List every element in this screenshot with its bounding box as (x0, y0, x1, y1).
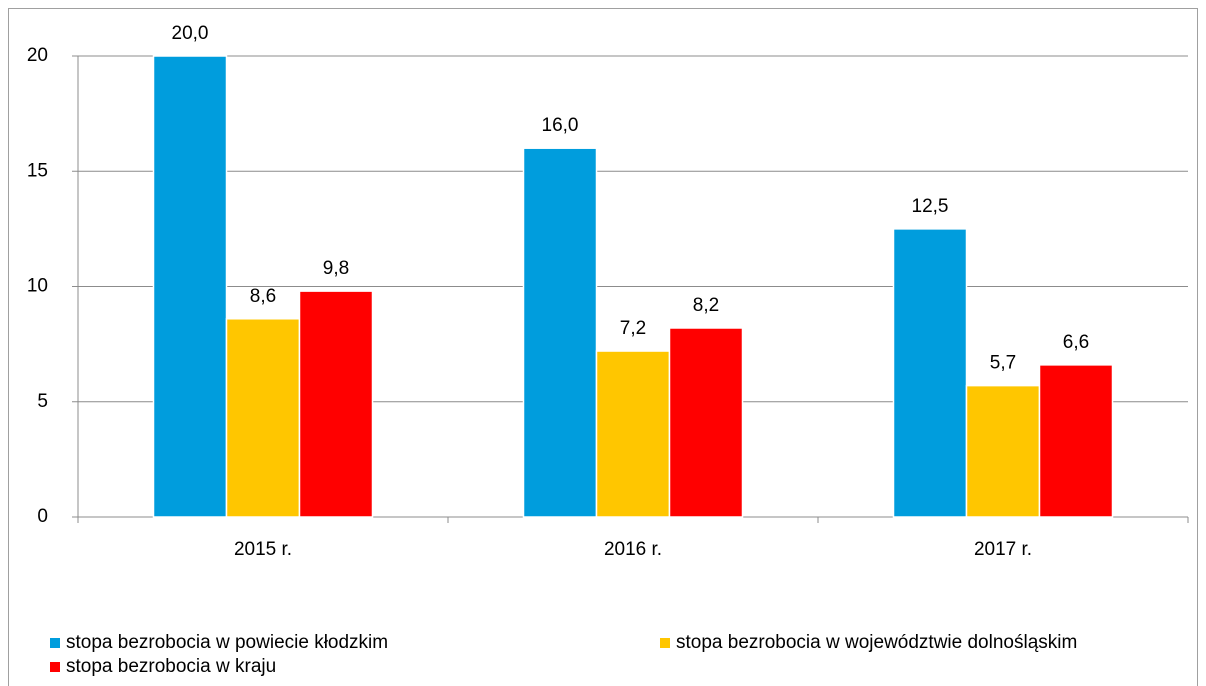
value-label: 8,6 (250, 286, 276, 307)
legend-label: stopa bezrobocia w województwie dolnoślą… (676, 632, 1077, 653)
value-label: 16,0 (542, 115, 579, 136)
bar (225, 318, 301, 518)
value-label: 8,2 (693, 295, 719, 316)
x-tick-label: 2015 r. (234, 539, 292, 560)
legend-swatch (50, 662, 60, 672)
bar (595, 350, 671, 518)
value-label: 12,5 (912, 196, 949, 217)
bar (1038, 364, 1114, 518)
x-tick-label: 2016 r. (604, 539, 662, 560)
value-label: 9,8 (323, 258, 349, 279)
y-tick-label: 5 (37, 391, 48, 412)
bar (965, 384, 1041, 518)
bar (522, 147, 598, 518)
legend-label: stopa bezrobocia w kraju (66, 656, 276, 677)
bar (298, 290, 374, 518)
bar (152, 55, 228, 518)
legend-swatch (50, 638, 60, 648)
chart-frame (8, 8, 1198, 686)
y-tick-label: 20 (27, 45, 48, 66)
y-tick-label: 0 (37, 506, 48, 527)
value-label: 5,7 (990, 353, 1016, 374)
y-tick-label: 10 (27, 276, 48, 297)
value-label: 20,0 (172, 23, 209, 44)
x-tick-label: 2017 r. (974, 539, 1032, 560)
legend-label: stopa bezrobocia w powiecie kłodzkim (66, 632, 388, 653)
value-label: 6,6 (1063, 332, 1089, 353)
bar (892, 228, 968, 518)
y-tick-label: 15 (27, 160, 48, 181)
bar (668, 327, 744, 518)
value-label: 7,2 (620, 318, 646, 339)
legend-swatch (660, 638, 670, 648)
